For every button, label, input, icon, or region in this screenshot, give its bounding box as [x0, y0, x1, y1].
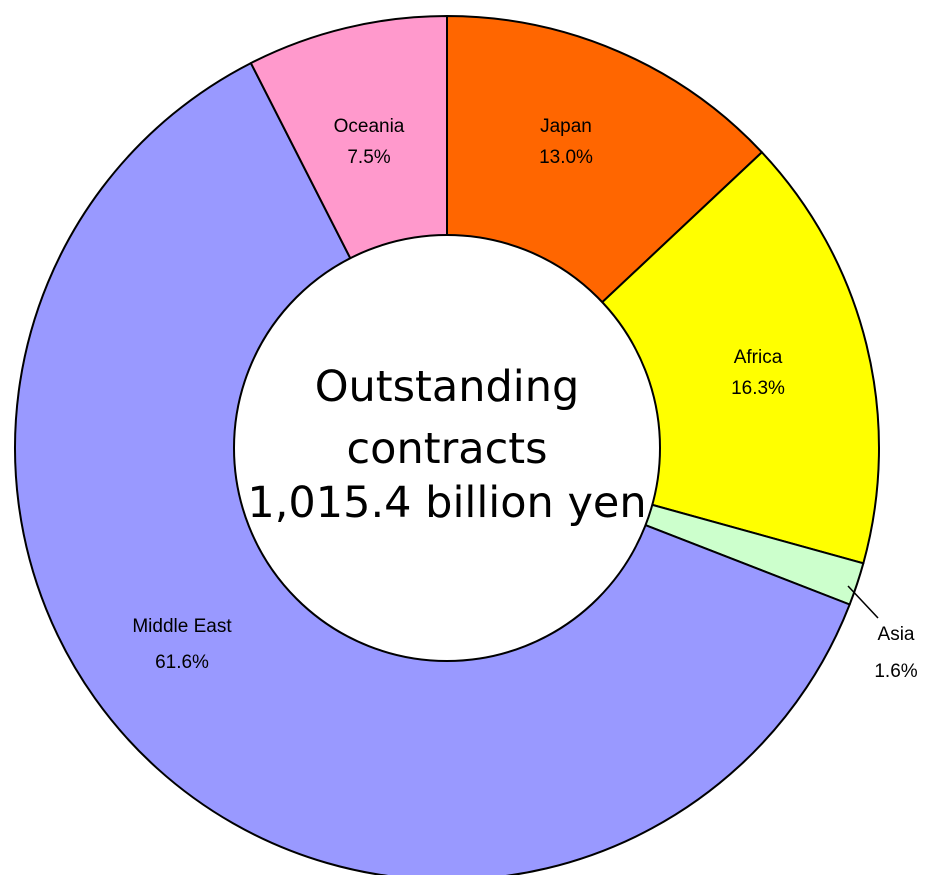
center-label-line-1: Outstanding: [315, 362, 580, 412]
slice-value-japan: 13.0%: [539, 147, 593, 168]
leader-line-asia: [847, 585, 879, 619]
slice-value-asia: 1.6%: [874, 661, 917, 682]
slice-value-oceania: 7.5%: [347, 147, 390, 168]
slice-name-asia: Asia: [878, 624, 915, 645]
center-label-line-3: 1,015.4 billion yen: [247, 478, 646, 528]
labels-group: Japan 13.0% Africa 16.3% Asia 1.6% Middle East…: [132, 116, 917, 682]
slice-value-africa: 16.3%: [731, 378, 785, 399]
slice-name-middle-east: Middle East: [132, 616, 232, 637]
donut-hole: [233, 234, 661, 662]
slice-name-oceania: Oceania: [334, 116, 405, 137]
slice-value-middle-east: 61.6%: [155, 652, 209, 673]
center-label-line-2: contracts: [347, 424, 548, 474]
slice-name-africa: Africa: [734, 347, 783, 368]
slice-name-japan: Japan: [540, 116, 592, 137]
center-label: Outstanding contracts 1,015.4 billion ye…: [247, 362, 646, 528]
